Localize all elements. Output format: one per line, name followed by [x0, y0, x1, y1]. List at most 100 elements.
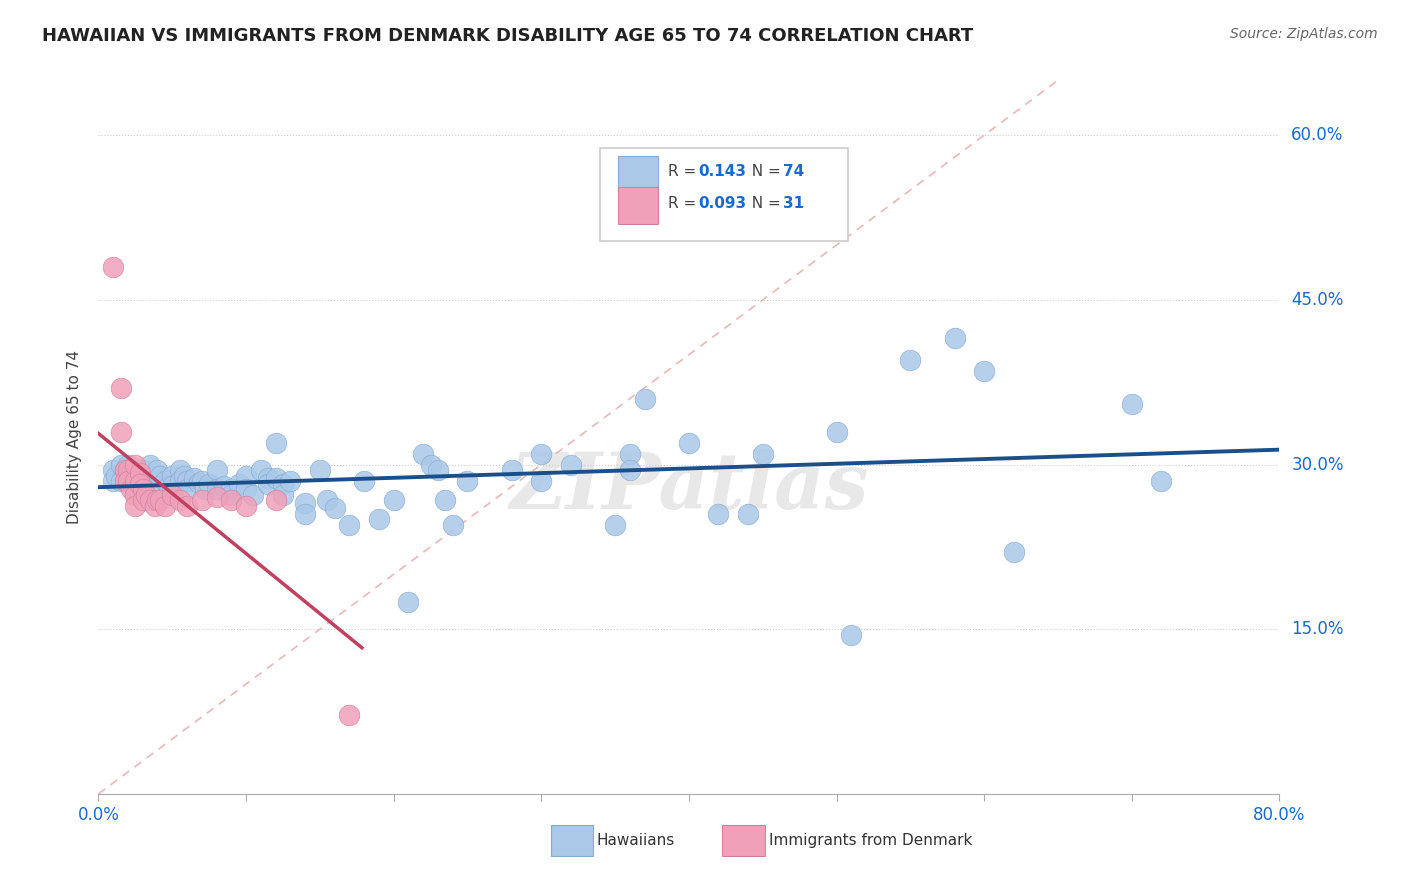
Text: N =: N = [742, 195, 786, 211]
Point [1121, 397, 1143, 411]
Point [257, 471, 280, 485]
Text: 30.0%: 30.0% [1291, 456, 1344, 474]
Point [943, 331, 966, 345]
Point [124, 479, 146, 493]
Point [191, 492, 214, 507]
Point [176, 482, 198, 496]
Text: ZIPatlas: ZIPatlas [509, 449, 869, 525]
Point [128, 477, 150, 491]
Text: 45.0%: 45.0% [1291, 291, 1344, 309]
Point [235, 482, 257, 496]
Point [128, 474, 150, 488]
Point [412, 446, 434, 460]
Point [530, 446, 553, 460]
Point [124, 500, 146, 514]
Point [169, 463, 191, 477]
Point [110, 381, 132, 395]
Point [139, 458, 162, 472]
Point [419, 458, 441, 472]
Point [441, 517, 464, 532]
Point [162, 479, 183, 493]
FancyBboxPatch shape [600, 148, 848, 241]
Point [103, 260, 125, 274]
Point [146, 463, 169, 477]
Point [825, 425, 848, 439]
Point [235, 500, 257, 514]
Text: HAWAIIAN VS IMMIGRANTS FROM DENMARK DISABILITY AGE 65 TO 74 CORRELATION CHART: HAWAIIAN VS IMMIGRANTS FROM DENMARK DISA… [42, 27, 973, 45]
Point [149, 468, 172, 483]
Text: 60.0%: 60.0% [1291, 126, 1344, 145]
Point [105, 468, 128, 483]
Point [1150, 474, 1173, 488]
Point [294, 496, 316, 510]
Point [619, 463, 641, 477]
Point [146, 474, 169, 488]
Point [191, 474, 214, 488]
Point [294, 507, 316, 521]
Point [162, 488, 183, 502]
Point [146, 492, 169, 507]
Point [117, 474, 139, 488]
Point [339, 707, 361, 722]
Text: 31: 31 [783, 195, 804, 211]
FancyBboxPatch shape [619, 156, 658, 193]
Point [501, 463, 523, 477]
Point [242, 488, 264, 502]
Point [434, 492, 457, 507]
Text: 0.143: 0.143 [699, 164, 747, 179]
Point [124, 458, 146, 472]
Point [162, 468, 183, 483]
Point [841, 628, 863, 642]
Text: 0.093: 0.093 [699, 195, 747, 211]
Point [752, 446, 775, 460]
Text: Source: ZipAtlas.com: Source: ZipAtlas.com [1230, 27, 1378, 41]
Point [530, 474, 553, 488]
Point [228, 477, 250, 491]
Text: R =: R = [668, 164, 700, 179]
Point [117, 463, 139, 477]
Point [132, 482, 155, 496]
Text: 15.0%: 15.0% [1291, 620, 1344, 638]
Point [132, 479, 155, 493]
Point [120, 482, 142, 496]
Point [139, 492, 162, 507]
Point [271, 488, 294, 502]
Point [634, 392, 657, 406]
Point [707, 507, 730, 521]
FancyBboxPatch shape [619, 187, 658, 225]
Point [1002, 545, 1025, 559]
Point [117, 474, 139, 488]
Point [124, 474, 146, 488]
Point [132, 463, 155, 477]
Point [398, 595, 420, 609]
Point [103, 463, 125, 477]
Point [221, 488, 243, 502]
Point [153, 500, 176, 514]
Point [176, 500, 198, 514]
Point [221, 482, 243, 496]
Point [110, 474, 132, 488]
Point [169, 492, 191, 507]
Point [117, 458, 139, 472]
Point [103, 474, 125, 488]
Point [309, 463, 332, 477]
Point [257, 477, 280, 491]
Point [323, 501, 346, 516]
Point [280, 474, 302, 488]
Point [900, 353, 922, 368]
Text: R =: R = [668, 195, 700, 211]
Point [264, 471, 287, 485]
Point [353, 474, 375, 488]
Point [973, 364, 995, 378]
Text: 74: 74 [783, 164, 804, 179]
Point [619, 446, 641, 460]
Point [264, 435, 287, 450]
Point [132, 492, 155, 507]
Point [221, 492, 243, 507]
FancyBboxPatch shape [551, 824, 593, 856]
Point [271, 477, 294, 491]
Point [114, 474, 136, 488]
Point [457, 474, 479, 488]
Point [382, 492, 405, 507]
Point [605, 517, 627, 532]
